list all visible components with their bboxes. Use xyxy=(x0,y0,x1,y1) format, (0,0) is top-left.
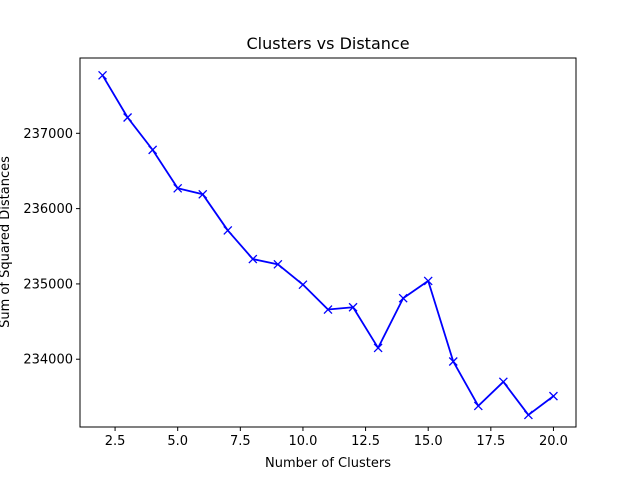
x-tick-label: 10.0 xyxy=(288,434,317,449)
x-tick-label: 15.0 xyxy=(414,434,443,449)
x-tick-label: 12.5 xyxy=(351,434,380,449)
data-point-marker xyxy=(448,357,458,366)
data-point-marker xyxy=(273,259,283,269)
y-axis-label: Sum of Squared Distances xyxy=(0,156,13,328)
y-tick-label: 234000 xyxy=(23,353,73,368)
data-point-marker xyxy=(223,225,233,235)
x-tick-label: 5.0 xyxy=(167,434,188,449)
data-point-marker xyxy=(323,305,333,314)
data-point-marker xyxy=(398,293,408,303)
x-tick-label: 2.5 xyxy=(105,434,126,449)
data-point-marker xyxy=(123,113,133,122)
data-point-marker xyxy=(298,280,308,290)
data-point-marker xyxy=(173,183,183,193)
data-point-marker xyxy=(348,302,358,312)
x-axis-ticks: 2.5 5.0 7.5 10.0 12.5 15.0 17.5 20.0 xyxy=(105,427,568,449)
data-point-marker xyxy=(548,391,558,401)
plot-area xyxy=(98,70,558,420)
data-point-marker xyxy=(373,343,383,353)
data-point-marker xyxy=(198,189,208,199)
x-axis-label: Number of Clusters xyxy=(265,456,391,471)
x-tick-label: 17.5 xyxy=(476,434,505,449)
y-tick-label: 237000 xyxy=(23,127,73,142)
y-axis-ticks: 234000 235000 236000 237000 xyxy=(23,127,80,368)
axes-frame xyxy=(79,57,577,428)
data-point-marker xyxy=(148,145,158,155)
x-tick-label: 7.5 xyxy=(230,434,251,449)
data-point-marker xyxy=(248,254,258,264)
x-tick-label: 20.0 xyxy=(539,434,568,449)
chart-title: Clusters vs Distance xyxy=(246,34,409,53)
data-point-marker xyxy=(98,70,108,80)
data-point-marker xyxy=(523,410,533,420)
y-tick-label: 236000 xyxy=(23,202,73,217)
data-point-marker xyxy=(473,401,483,411)
data-point-marker xyxy=(423,276,433,286)
y-tick-label: 235000 xyxy=(23,277,73,292)
data-point-marker xyxy=(498,377,508,387)
